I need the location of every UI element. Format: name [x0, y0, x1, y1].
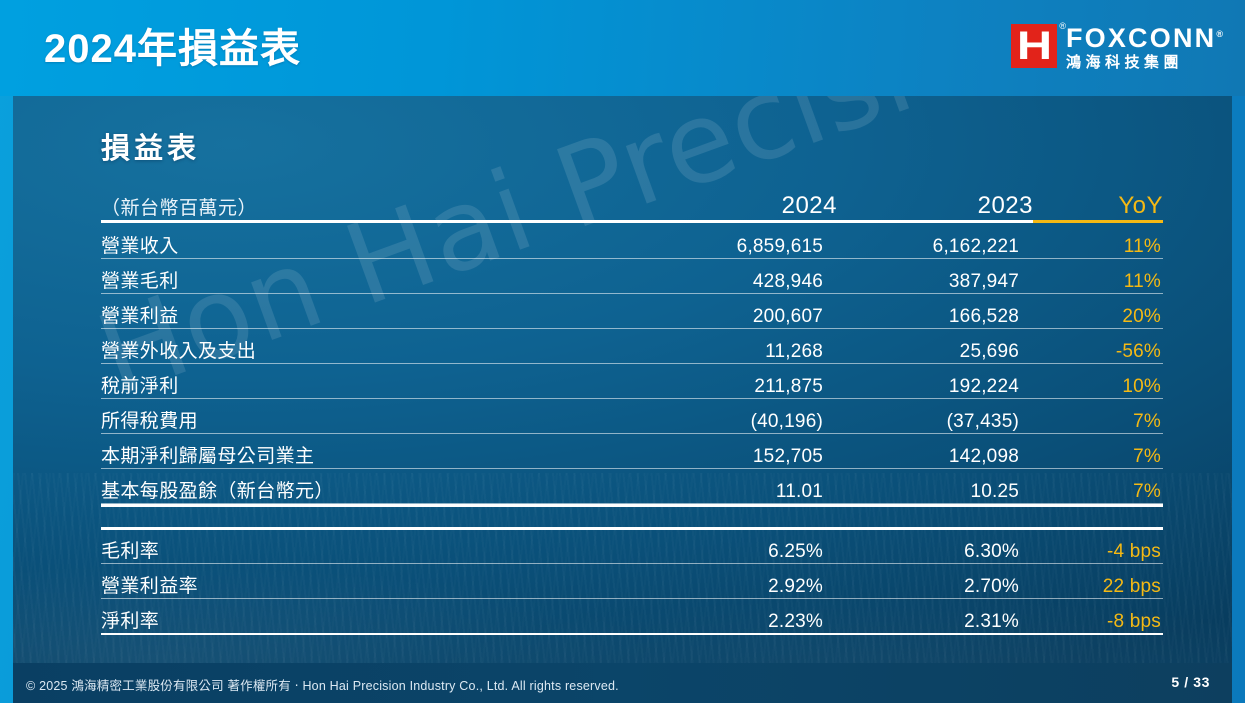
row-value-2023: 6,162,221: [837, 223, 1033, 259]
table-gap: [101, 505, 1163, 527]
logo-wordmark-registered: ®: [1216, 29, 1223, 39]
logo-chinese-name: 鴻海科技集團: [1065, 54, 1183, 71]
row-label: 稅前淨利: [101, 363, 641, 399]
row-value-2023: 2.70%: [837, 563, 1033, 599]
income-statement-table: （新台幣百萬元） 2024 2023 YoY 營業收入: [101, 182, 1163, 635]
logo-wordmark: FOXCONN®: [1066, 20, 1223, 52]
row-value-2023: (37,435): [837, 398, 1033, 434]
column-header-year-2023: 2023: [977, 192, 1033, 219]
table-header-rule: [101, 220, 1163, 223]
row-label: 營業外收入及支出: [101, 328, 641, 364]
header-rule-label: [101, 220, 641, 223]
table-row: 營業收入 6,859,615 6,162,221 11%: [101, 223, 1163, 259]
table-row: 營業利益率 2.92% 2.70% 22 bps: [101, 563, 1163, 599]
row-value-yoy: 11%: [1033, 258, 1163, 294]
slide-body-panel: Hon Hai Precision 損益表 （新台幣百萬元） 2024 2023…: [13, 96, 1232, 703]
logo-mark-registered: ®: [1059, 21, 1066, 31]
slide-header: 2024年損益表 H ® FOXCONN® 鴻海科技集團: [0, 0, 1245, 96]
page-title: 2024年損益表: [44, 27, 301, 71]
row-value-2023: 25,696: [837, 328, 1033, 364]
row-value-2024: 211,875: [641, 363, 837, 399]
slide-content: 損益表 （新台幣百萬元） 2024 2023 YoY: [13, 96, 1232, 703]
row-value-yoy: 20%: [1033, 293, 1163, 329]
foxconn-logo: H ® FOXCONN® 鴻海科技集團: [1010, 20, 1223, 72]
row-value-yoy: -56%: [1033, 328, 1163, 364]
row-value-2023: 142,098: [837, 433, 1033, 469]
section-title: 損益表: [101, 133, 201, 165]
column-header-unit: （新台幣百萬元）: [101, 198, 258, 219]
copyright-text: © 2025 鴻海精密工業股份有限公司 著作權所有 ‧ Hon Hai Prec…: [26, 679, 619, 693]
row-value-2024: 2.23%: [641, 598, 837, 635]
row-value-yoy: 11%: [1033, 223, 1163, 259]
header-rule-2023: [837, 220, 1033, 223]
table-row: 基本每股盈餘（新台幣元） 11.01 10.25 7%: [101, 468, 1163, 504]
row-value-2023: 387,947: [837, 258, 1033, 294]
logo-text-block: FOXCONN® 鴻海科技集團: [1066, 20, 1223, 72]
income-statement-body: 營業收入 6,859,615 6,162,221 11% 營業毛利 428,94…: [101, 223, 1163, 635]
table-header-row: （新台幣百萬元） 2024 2023 YoY: [101, 182, 1163, 220]
logo-wordmark-text: FOXCONN: [1065, 23, 1217, 53]
logo-h-letter: H: [1016, 24, 1052, 68]
row-value-2024: 11.01: [641, 468, 837, 504]
row-label: 基本每股盈餘（新台幣元）: [101, 468, 641, 504]
row-label: 本期淨利歸屬母公司業主: [101, 433, 641, 469]
row-label: 營業收入: [101, 223, 641, 259]
row-label: 淨利率: [101, 598, 641, 635]
row-label: 所得稅費用: [101, 398, 641, 434]
foxconn-logo-mark-icon: H ®: [1010, 22, 1066, 68]
row-label: 營業利益率: [101, 563, 641, 599]
row-value-2023: 166,528: [837, 293, 1033, 329]
column-header-yoy: YoY: [1118, 192, 1163, 219]
row-value-yoy: 22 bps: [1033, 563, 1163, 599]
row-value-yoy: 10%: [1033, 363, 1163, 399]
row-value-2023: 192,224: [837, 363, 1033, 399]
row-value-2023: 2.31%: [837, 598, 1033, 635]
row-value-2024: 2.92%: [641, 563, 837, 599]
table-row: 營業毛利 428,946 387,947 11%: [101, 258, 1163, 294]
row-value-2023: 6.30%: [837, 528, 1033, 564]
row-value-yoy: 7%: [1033, 433, 1163, 469]
table-separator-top: [101, 502, 1163, 507]
row-value-2023: 10.25: [837, 468, 1033, 504]
row-value-2024: 152,705: [641, 433, 837, 469]
table-row: 淨利率 2.23% 2.31% -8 bps: [101, 598, 1163, 635]
header-rule-yoy: [1033, 220, 1163, 223]
row-value-2024: 428,946: [641, 258, 837, 294]
header-rule-2024: [641, 220, 837, 223]
row-value-2024: 6.25%: [641, 528, 837, 564]
table-separator-bottom: [101, 526, 1163, 530]
row-value-yoy: -4 bps: [1033, 528, 1163, 564]
row-value-yoy: 7%: [1033, 398, 1163, 434]
row-label: 營業毛利: [101, 258, 641, 294]
column-header-year-2024: 2024: [781, 192, 837, 219]
row-value-yoy: -8 bps: [1033, 598, 1163, 635]
slide-footer: © 2025 鴻海精密工業股份有限公司 著作權所有 ‧ Hon Hai Prec…: [13, 663, 1232, 703]
page-number: 5 / 33: [1171, 674, 1210, 690]
row-value-2024: 11,268: [641, 328, 837, 364]
table-row: 營業利益 200,607 166,528 20%: [101, 293, 1163, 329]
row-value-2024: (40,196): [641, 398, 837, 434]
row-label: 營業利益: [101, 293, 641, 329]
table-row: 稅前淨利 211,875 192,224 10%: [101, 363, 1163, 399]
table-row: 毛利率 6.25% 6.30% -4 bps: [101, 528, 1163, 564]
row-label: 毛利率: [101, 528, 641, 564]
table-row: 所得稅費用 (40,196) (37,435) 7%: [101, 398, 1163, 434]
row-value-2024: 6,859,615: [641, 223, 837, 259]
row-value-2024: 200,607: [641, 293, 837, 329]
row-value-yoy: 7%: [1033, 468, 1163, 504]
table-row: 本期淨利歸屬母公司業主 152,705 142,098 7%: [101, 433, 1163, 469]
table-row: 營業外收入及支出 11,268 25,696 -56%: [101, 328, 1163, 364]
